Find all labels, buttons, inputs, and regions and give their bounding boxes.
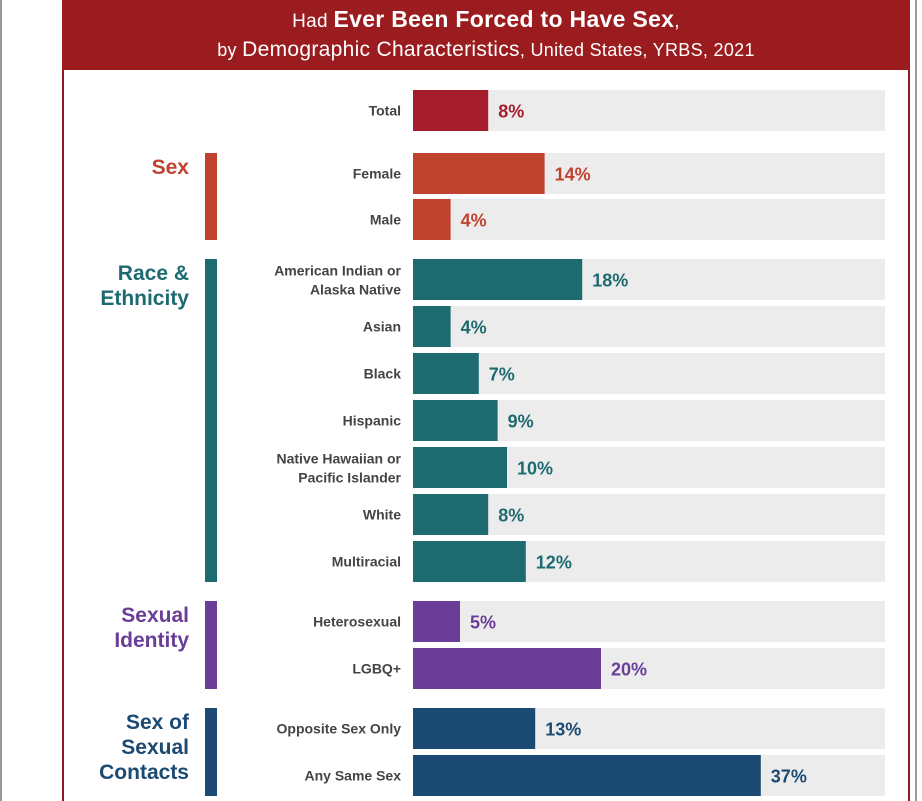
data-label: 18%: [592, 271, 628, 291]
category-label: Any Same Sex: [305, 768, 402, 784]
data-label: 37%: [771, 767, 807, 787]
data-label: 7%: [489, 365, 515, 385]
window-frame-right: [915, 0, 917, 801]
category-label: Native Hawaiian or: [277, 451, 402, 467]
group-label: Sexual: [121, 604, 189, 627]
category-label: Opposite Sex Only: [277, 721, 402, 737]
data-label: 4%: [461, 211, 487, 231]
bar: [413, 199, 451, 240]
group-label: Race &: [118, 262, 189, 285]
group-label: Identity: [114, 629, 189, 652]
subtitle-suffix: , United States, YRBS, 2021: [519, 40, 755, 60]
bar: [413, 447, 507, 488]
category-label: Hispanic: [343, 413, 402, 429]
title-bold: Ever Been Forced to Have Sex: [333, 6, 675, 32]
data-label: 20%: [611, 660, 647, 680]
chart-header: Had Ever Been Forced to Have Sex, by Dem…: [62, 0, 910, 70]
category-label: Total: [369, 103, 401, 119]
group-label: Contacts: [99, 761, 189, 784]
bar-track: [413, 199, 885, 240]
bar-track: [413, 306, 885, 347]
category-label: Female: [353, 166, 401, 182]
category-label: Black: [364, 366, 402, 382]
title-prefix: Had: [292, 11, 334, 32]
bar: [413, 306, 451, 347]
group-label: Sex of: [126, 711, 190, 734]
data-label: 9%: [508, 412, 534, 432]
category-label: Pacific Islander: [298, 470, 401, 486]
bar-track: [413, 601, 885, 642]
subtitle-prefix: by: [217, 40, 243, 60]
category-label: American Indian or: [274, 263, 401, 279]
category-label: LGBQ+: [352, 661, 401, 677]
bar: [413, 153, 545, 194]
bar: [413, 400, 498, 441]
group-label: Sex: [152, 156, 190, 179]
group-bracket: [205, 259, 217, 582]
window-frame-left: [0, 0, 2, 801]
data-label: 8%: [498, 102, 524, 122]
group-bracket: [205, 153, 217, 240]
chart-subtitle: by Demographic Characteristics, United S…: [62, 38, 910, 62]
data-label: 8%: [498, 506, 524, 526]
subtitle-bold: Demographic Characteristics: [242, 38, 520, 61]
bar: [413, 259, 583, 300]
category-label: Heterosexual: [313, 614, 401, 630]
bar-track: [413, 494, 885, 535]
group-bracket: [205, 601, 217, 689]
data-label: 4%: [461, 318, 487, 338]
category-label: White: [363, 507, 401, 523]
bar-track: [413, 353, 885, 394]
data-label: 5%: [470, 613, 496, 633]
bar: [413, 494, 489, 535]
bar-track: [413, 90, 885, 131]
bar: [413, 708, 536, 749]
category-label: Alaska Native: [310, 282, 401, 298]
title-suffix: ,: [674, 11, 680, 32]
data-label: 13%: [545, 720, 581, 740]
bar: [413, 648, 601, 689]
data-label: 14%: [555, 165, 591, 185]
data-label: 12%: [536, 553, 572, 573]
category-label: Male: [370, 212, 401, 228]
bar: [413, 353, 479, 394]
data-label: 10%: [517, 459, 553, 479]
chart-title: Had Ever Been Forced to Have Sex,: [62, 6, 910, 33]
group-label: Sexual: [121, 736, 189, 759]
bar: [413, 541, 526, 582]
group-bracket: [205, 708, 217, 796]
category-label: Multiracial: [332, 554, 401, 570]
bar: [413, 90, 489, 131]
bar: [413, 755, 761, 796]
category-label: Asian: [363, 319, 401, 335]
bar: [413, 601, 460, 642]
group-label: Ethnicity: [100, 287, 189, 310]
